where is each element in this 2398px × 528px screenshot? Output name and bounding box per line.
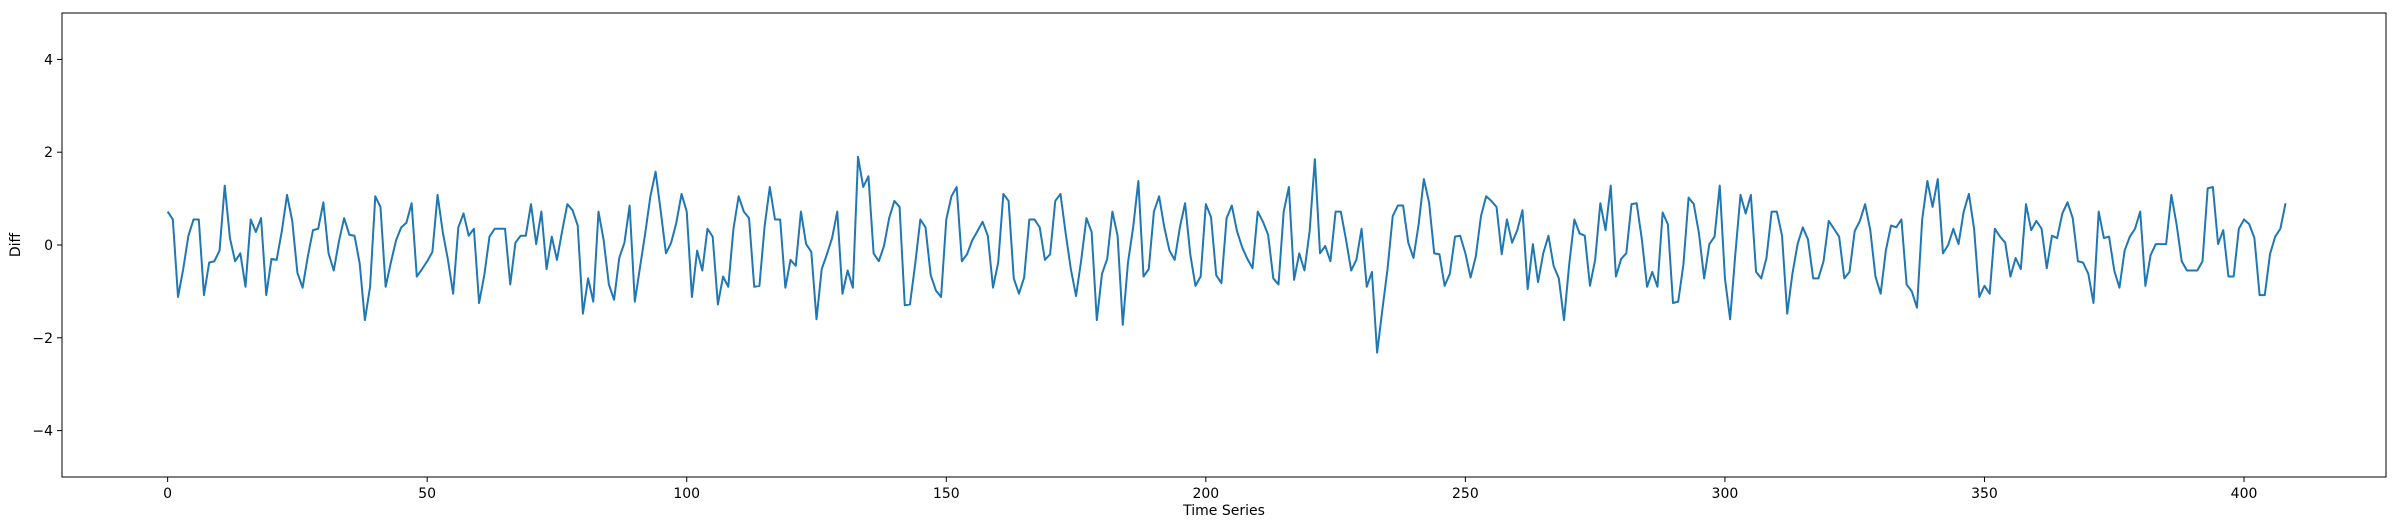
plot-area	[166, 155, 2287, 354]
x-tick-label: 100	[673, 486, 700, 502]
x-axis-label: Time Series	[1182, 503, 1265, 519]
x-tick-label: 350	[1971, 486, 1998, 502]
x-tick-label: 150	[933, 486, 960, 502]
y-tick-label: −4	[32, 424, 53, 440]
y-axis-label: Diff	[8, 232, 24, 257]
y-tick-label: 2	[44, 145, 53, 161]
y-tick-label: −2	[32, 331, 53, 347]
y-tick-label: 4	[44, 52, 53, 68]
x-tick-label: 200	[1192, 486, 1219, 502]
x-tick-label: 50	[418, 486, 436, 502]
x-tick-label: 250	[1452, 486, 1479, 502]
y-tick-label: 0	[44, 238, 53, 254]
series-line	[166, 155, 2287, 354]
x-axis: 0 50 100 150 200 250 300 350 400	[163, 477, 2257, 502]
x-tick-label: 0	[163, 486, 172, 502]
x-tick-label: 400	[2231, 486, 2258, 502]
x-tick-label: 300	[1712, 486, 1739, 502]
y-axis: −4 −2 0 2 4	[32, 52, 62, 440]
